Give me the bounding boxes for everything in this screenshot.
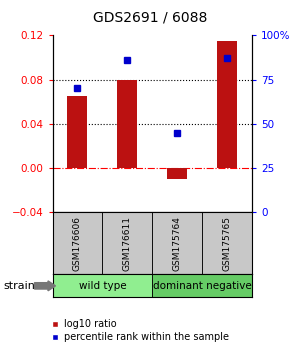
Text: dominant negative: dominant negative [153, 281, 251, 291]
Text: GSM176611: GSM176611 [123, 216, 132, 271]
Text: strain: strain [3, 281, 35, 291]
Text: GSM175764: GSM175764 [173, 216, 182, 271]
Bar [52, 212, 102, 274]
Text: GSM176606: GSM176606 [73, 216, 82, 271]
Bar [202, 212, 252, 274]
Bar [152, 212, 202, 274]
Bar [167, 168, 187, 179]
Bar [117, 80, 137, 168]
Text: GSM175765: GSM175765 [223, 216, 232, 271]
Bar [52, 274, 152, 297]
Bar [102, 212, 152, 274]
Text: GDS2691 / 6088: GDS2691 / 6088 [93, 11, 207, 25]
Bar [68, 96, 87, 168]
Bar [217, 41, 237, 168]
Legend: log10 ratio, percentile rank within the sample: log10 ratio, percentile rank within the … [51, 319, 229, 342]
Bar [152, 274, 252, 297]
Text: wild type: wild type [79, 281, 126, 291]
